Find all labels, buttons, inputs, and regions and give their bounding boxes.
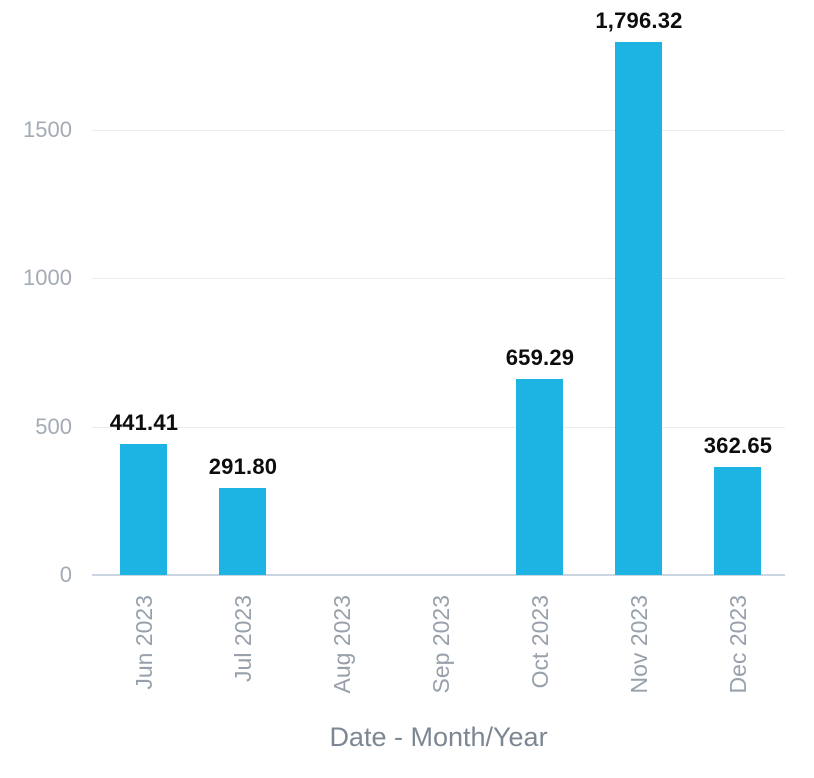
- x-tick-label: Dec 2023: [725, 595, 751, 694]
- bar-value-label: 659.29: [505, 345, 575, 370]
- x-tick-label: Sep 2023: [428, 595, 454, 694]
- x-tick-label: Aug 2023: [329, 595, 355, 694]
- gridline: [92, 130, 785, 131]
- bar-dec-2023[interactable]: [714, 467, 761, 575]
- bar-jul-2023[interactable]: [219, 488, 266, 575]
- x-tick-label: Jul 2023: [230, 595, 256, 682]
- x-tick-label: Nov 2023: [626, 595, 652, 694]
- bar-value-label: 362.65: [703, 433, 773, 458]
- y-tick-label: 1500: [23, 117, 72, 142]
- y-tick-label: 500: [35, 413, 72, 439]
- bar-value-label: 441.41: [109, 410, 179, 435]
- y-tick-label: 1000: [23, 265, 72, 291]
- bar-value-label: 291.80: [208, 454, 278, 479]
- x-tick-label: Oct 2023: [527, 595, 553, 689]
- bar-jun-2023[interactable]: [120, 444, 167, 575]
- x-axis-baseline: [92, 574, 785, 576]
- y-tick-label: 0: [59, 562, 72, 587]
- gridline: [92, 426, 785, 428]
- bar-nov-2023[interactable]: [615, 42, 662, 575]
- bar-value-label: 1,796.32: [595, 8, 683, 33]
- x-axis-title: Date - Month/Year: [329, 722, 548, 752]
- x-tick-label: Jun 2023: [131, 595, 157, 690]
- gridline: [92, 278, 785, 280]
- bar-oct-2023[interactable]: [516, 379, 563, 575]
